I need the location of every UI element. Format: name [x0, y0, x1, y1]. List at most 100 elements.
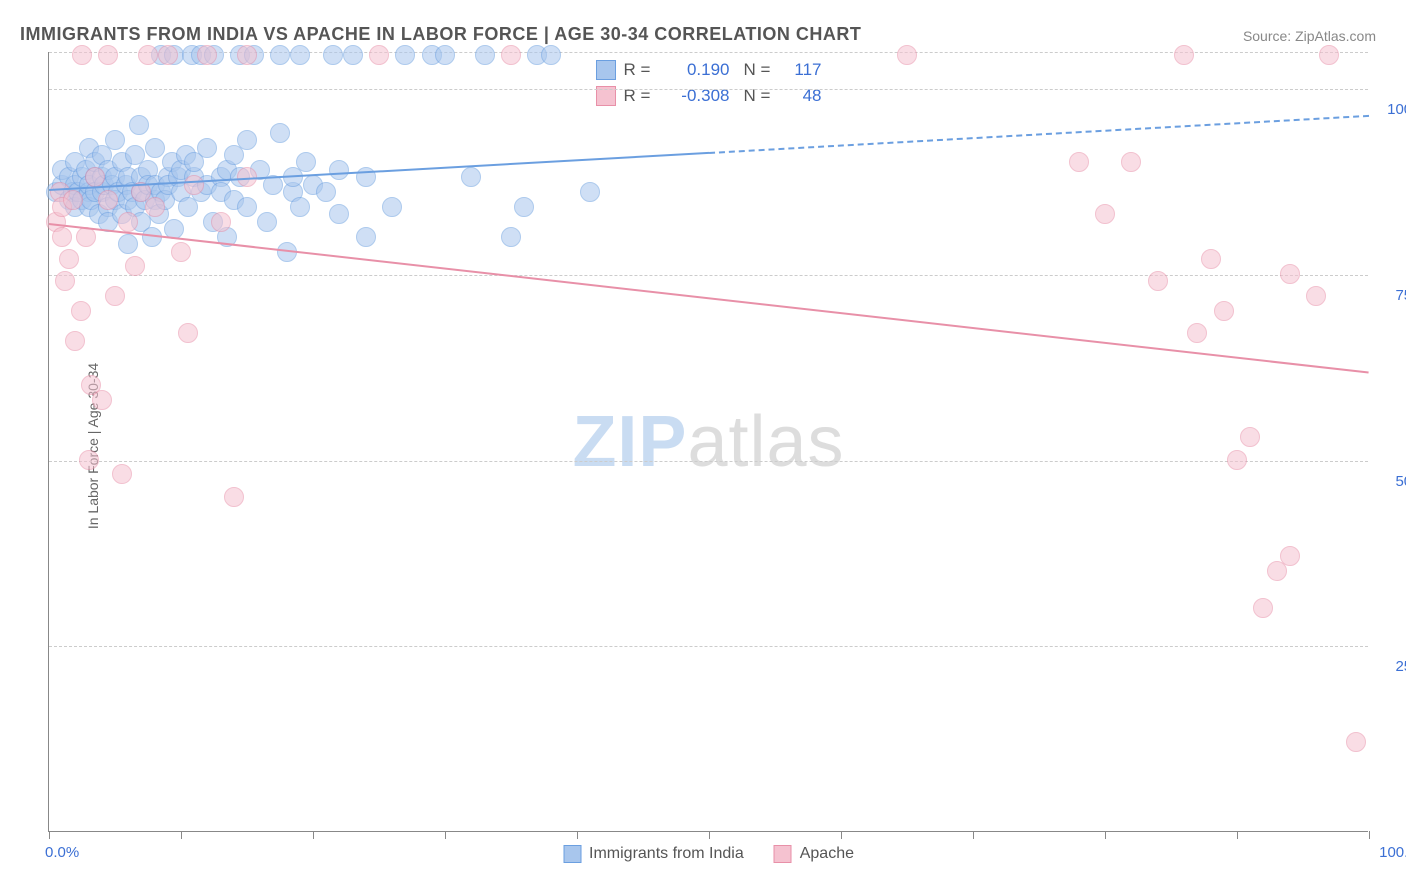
x-tick: [1105, 831, 1106, 839]
data-point: [435, 45, 455, 65]
gridline-h: [49, 461, 1368, 462]
legend-label: Immigrants from India: [589, 845, 744, 863]
x-tick: [49, 831, 50, 839]
data-point: [112, 464, 132, 484]
data-point: [178, 323, 198, 343]
data-point: [1214, 301, 1234, 321]
data-point: [105, 286, 125, 306]
stats-row: R =-0.308N =48: [596, 83, 822, 109]
source-label: Source: ZipAtlas.com: [1243, 28, 1376, 44]
data-point: [1253, 598, 1273, 618]
data-point: [237, 45, 257, 65]
x-tick: [973, 831, 974, 839]
x-tick: [709, 831, 710, 839]
x-axis-min-label: 0.0%: [45, 844, 79, 861]
data-point: [382, 197, 402, 217]
data-point: [1187, 323, 1207, 343]
data-point: [197, 45, 217, 65]
data-point: [118, 234, 138, 254]
stats-row: R = 0.190 N = 117: [596, 57, 822, 83]
gridline-h: [49, 275, 1368, 276]
data-point: [59, 249, 79, 269]
data-point: [237, 130, 257, 150]
data-point: [1280, 264, 1300, 284]
stats-r-label: R =: [624, 60, 658, 80]
stats-r-value: 0.190: [666, 60, 730, 80]
data-point: [1121, 152, 1141, 172]
y-tick-label: 75.0%: [1378, 287, 1406, 304]
y-tick-label: 50.0%: [1378, 473, 1406, 490]
data-point: [329, 204, 349, 224]
data-point: [171, 242, 191, 262]
data-point: [1306, 286, 1326, 306]
data-point: [145, 138, 165, 158]
legend-label: Apache: [800, 845, 854, 863]
data-point: [125, 256, 145, 276]
stats-n-label: N =: [744, 60, 778, 80]
data-point: [329, 160, 349, 180]
x-tick: [181, 831, 182, 839]
regression-line: [709, 115, 1369, 154]
data-point: [211, 212, 231, 232]
data-point: [79, 450, 99, 470]
data-point: [270, 45, 290, 65]
legend-swatch: [596, 60, 616, 80]
data-point: [1148, 271, 1168, 291]
data-point: [129, 115, 149, 135]
data-point: [105, 130, 125, 150]
bottom-legend: Immigrants from India Apache: [563, 845, 854, 863]
data-point: [356, 227, 376, 247]
data-point: [1319, 45, 1339, 65]
x-tick: [577, 831, 578, 839]
gridline-h: [49, 646, 1368, 647]
legend-item: Immigrants from India: [563, 845, 744, 863]
watermark-zip: ZIP: [572, 402, 687, 482]
data-point: [184, 175, 204, 195]
data-point: [145, 197, 165, 217]
data-point: [118, 212, 138, 232]
watermark: ZIPatlas: [572, 401, 844, 483]
data-point: [290, 197, 310, 217]
data-point: [71, 301, 91, 321]
plot-area: ZIPatlas R = 0.190 N = 117R =-0.308N =48 0.…: [48, 52, 1368, 832]
x-tick: [313, 831, 314, 839]
data-point: [343, 45, 363, 65]
data-point: [1227, 450, 1247, 470]
data-point: [98, 190, 118, 210]
chart-container: IMMIGRANTS FROM INDIA VS APACHE IN LABOR…: [0, 0, 1406, 892]
x-tick: [1237, 831, 1238, 839]
data-point: [257, 212, 277, 232]
stats-n-value: 117: [786, 60, 822, 80]
x-axis-max-label: 100.0%: [1379, 844, 1406, 861]
y-tick-label: 100.0%: [1378, 101, 1406, 118]
data-point: [158, 45, 178, 65]
data-point: [580, 182, 600, 202]
data-point: [1174, 45, 1194, 65]
data-point: [72, 45, 92, 65]
legend-swatch: [774, 845, 792, 863]
data-point: [197, 138, 217, 158]
regression-line: [49, 223, 1369, 374]
data-point: [237, 197, 257, 217]
data-point: [501, 45, 521, 65]
data-point: [1069, 152, 1089, 172]
data-point: [1240, 427, 1260, 447]
data-point: [897, 45, 917, 65]
data-point: [296, 152, 316, 172]
data-point: [1095, 204, 1115, 224]
data-point: [369, 45, 389, 65]
data-point: [224, 487, 244, 507]
gridline-h: [49, 89, 1368, 90]
data-point: [55, 271, 75, 291]
data-point: [323, 45, 343, 65]
data-point: [501, 227, 521, 247]
data-point: [270, 123, 290, 143]
chart-title: IMMIGRANTS FROM INDIA VS APACHE IN LABOR…: [20, 24, 861, 45]
data-point: [541, 45, 561, 65]
data-point: [316, 182, 336, 202]
legend-swatch: [563, 845, 581, 863]
data-point: [63, 190, 83, 210]
data-point: [92, 390, 112, 410]
data-point: [475, 45, 495, 65]
data-point: [395, 45, 415, 65]
